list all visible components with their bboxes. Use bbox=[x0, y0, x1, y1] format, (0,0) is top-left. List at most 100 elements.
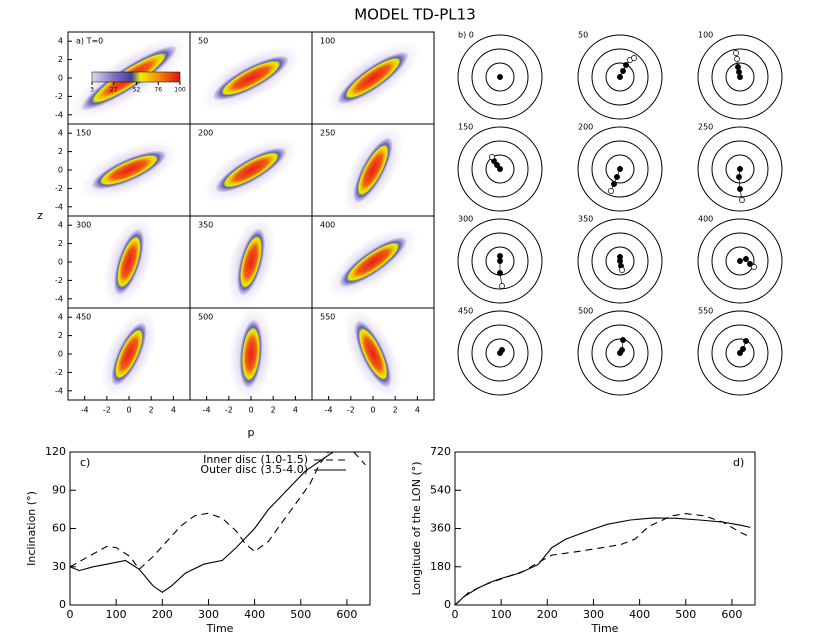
density-core bbox=[114, 229, 144, 295]
x-tick-label: 4 bbox=[293, 406, 298, 415]
panel-label: a) T=0 bbox=[76, 37, 103, 46]
orbit-dot bbox=[737, 350, 743, 356]
orbit-ring bbox=[697, 126, 783, 212]
orbit-dot bbox=[631, 55, 637, 61]
orbit-dot bbox=[617, 166, 623, 172]
x-tick-label: 300 bbox=[583, 608, 604, 621]
panel-label: 150 bbox=[76, 129, 91, 138]
x-axis-label: p bbox=[248, 426, 255, 439]
panel-label: 300 bbox=[76, 221, 91, 230]
orbit-ring bbox=[725, 246, 755, 276]
orbit-ring bbox=[485, 338, 515, 368]
panel-label: b) 0 bbox=[458, 31, 474, 40]
orbit-ring bbox=[591, 232, 649, 290]
data-line bbox=[454, 517, 751, 606]
colorbar-tick-label: 27 bbox=[110, 87, 118, 94]
orbit-dot bbox=[736, 69, 742, 75]
y-tick-label: 4 bbox=[58, 129, 63, 138]
x-tick-label: 300 bbox=[198, 608, 219, 621]
x-tick-label: 2 bbox=[149, 406, 154, 415]
y-tick-label: 180 bbox=[430, 560, 451, 573]
orbit-ring bbox=[725, 154, 755, 184]
colorbar-tick-label: 100 bbox=[174, 87, 186, 94]
x-tick-label: 600 bbox=[336, 608, 357, 621]
orbit-dot bbox=[743, 256, 749, 262]
y-tick-label: 90 bbox=[52, 483, 66, 496]
orbit-ring bbox=[485, 62, 515, 92]
orbit-dot bbox=[614, 174, 620, 180]
orbit-ring bbox=[605, 246, 635, 276]
panel-label: 500 bbox=[578, 307, 593, 316]
orbit-dot bbox=[737, 258, 743, 264]
orbit-dot bbox=[737, 74, 743, 80]
panel-label: 50 bbox=[578, 31, 588, 40]
density-panel bbox=[226, 215, 276, 309]
legend-label: Inner disc (1.0-1.5) bbox=[203, 453, 308, 466]
orbit-dot bbox=[733, 50, 739, 56]
orbit-ring bbox=[605, 154, 635, 184]
x-tick-label: 100 bbox=[491, 608, 512, 621]
x-tick-label: 2 bbox=[393, 406, 398, 415]
panel-label: 200 bbox=[578, 123, 593, 132]
orbit-dot bbox=[735, 64, 741, 70]
x-tick-label: 100 bbox=[106, 608, 127, 621]
orbit-dot bbox=[620, 68, 626, 74]
orbit-dot bbox=[617, 254, 623, 260]
data-line bbox=[69, 451, 334, 593]
panel-label: 300 bbox=[458, 215, 473, 224]
density-core bbox=[353, 137, 393, 203]
y-tick-label: 0 bbox=[58, 74, 63, 83]
orbit-ring bbox=[457, 310, 543, 396]
y-tick-label: -4 bbox=[55, 110, 63, 119]
orbit-dot bbox=[494, 162, 500, 168]
orbit-ring bbox=[457, 218, 543, 304]
orbit-ring bbox=[697, 310, 783, 396]
orbit-ring bbox=[605, 338, 635, 368]
density-core bbox=[339, 237, 407, 287]
y-tick-label: 4 bbox=[58, 221, 63, 230]
orbit-ring bbox=[725, 62, 755, 92]
density-core bbox=[237, 229, 265, 295]
density-core bbox=[239, 320, 263, 388]
orbit-ring bbox=[471, 140, 529, 198]
y-tick-label: -2 bbox=[55, 92, 63, 101]
orbit-dot bbox=[497, 166, 503, 172]
orbit-dot bbox=[747, 261, 753, 267]
y-tick-label: 0 bbox=[58, 166, 63, 175]
x-tick-label: -2 bbox=[347, 406, 355, 415]
panel-label: 350 bbox=[198, 221, 213, 230]
y-tick-label: -2 bbox=[55, 184, 63, 193]
orbit-dot bbox=[739, 197, 745, 203]
density-core bbox=[338, 52, 408, 104]
density-panel bbox=[342, 124, 404, 216]
orbit-ring bbox=[457, 126, 543, 212]
y-tick-label: 360 bbox=[430, 522, 451, 535]
density-core bbox=[213, 56, 289, 100]
orbit-dot bbox=[734, 56, 740, 62]
x-tick-label: 0 bbox=[370, 406, 375, 415]
orbit-ring bbox=[711, 48, 769, 106]
orbit-ring bbox=[577, 34, 663, 120]
density-panel bbox=[325, 41, 421, 115]
x-tick-label: 0 bbox=[248, 406, 253, 415]
orbit-dot bbox=[489, 154, 495, 160]
density-panel bbox=[78, 140, 180, 200]
panel-label: 150 bbox=[458, 123, 473, 132]
x-tick-label: -2 bbox=[225, 406, 233, 415]
orbit-dot bbox=[499, 283, 505, 289]
panel-label: 400 bbox=[320, 221, 335, 230]
orbit-link bbox=[738, 168, 743, 201]
x-tick-label: -2 bbox=[103, 406, 111, 415]
x-tick-label: 0 bbox=[126, 406, 131, 415]
y-tick-label: 120 bbox=[45, 445, 66, 458]
density-panel bbox=[103, 215, 155, 309]
y-tick-label: 60 bbox=[52, 522, 66, 535]
x-tick-label: 500 bbox=[675, 608, 696, 621]
orbit-ring bbox=[697, 34, 783, 120]
y-tick-label: 2 bbox=[58, 331, 63, 340]
panel-label: 550 bbox=[320, 313, 335, 322]
orbit-dot bbox=[499, 347, 505, 353]
orbit-ring bbox=[711, 232, 769, 290]
orbit-dot bbox=[497, 270, 503, 276]
